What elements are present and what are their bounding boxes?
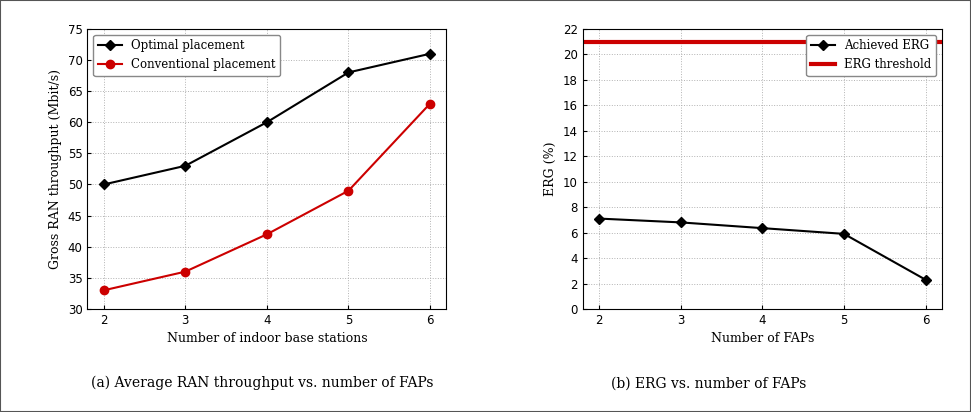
Achieved ERG: [756, 226, 768, 231]
Conventional placement: [343, 188, 354, 193]
Optimal placement: [98, 182, 110, 187]
X-axis label: Number of indoor base stations: Number of indoor base stations: [167, 332, 367, 345]
X-axis label: Number of FAPs: Number of FAPs: [711, 332, 814, 345]
Optimal placement: [180, 163, 191, 168]
Y-axis label: Gross RAN throughput (Mbit/s): Gross RAN throughput (Mbit/s): [50, 69, 62, 269]
Legend: Achieved ERG, ERG threshold: Achieved ERG, ERG threshold: [806, 35, 936, 76]
Text: (a) Average RAN throughput vs. number of FAPs: (a) Average RAN throughput vs. number of…: [91, 376, 433, 390]
Line: Conventional placement: Conventional placement: [100, 99, 434, 295]
Conventional placement: [98, 288, 110, 293]
Legend: Optimal placement, Conventional placement: Optimal placement, Conventional placemen…: [93, 35, 281, 76]
Conventional placement: [261, 232, 273, 237]
ERG threshold: [512, 39, 523, 44]
Achieved ERG: [675, 220, 686, 225]
Achieved ERG: [593, 216, 605, 221]
Optimal placement: [343, 70, 354, 75]
Conventional placement: [424, 101, 436, 106]
ERG threshold: [430, 39, 442, 44]
Text: (b) ERG vs. number of FAPs: (b) ERG vs. number of FAPs: [611, 376, 807, 390]
Y-axis label: ERG (%): ERG (%): [545, 142, 557, 196]
Line: Achieved ERG: Achieved ERG: [595, 215, 929, 283]
Optimal placement: [261, 120, 273, 125]
Line: Optimal placement: Optimal placement: [100, 50, 434, 188]
Conventional placement: [180, 269, 191, 274]
Optimal placement: [424, 51, 436, 56]
Achieved ERG: [838, 232, 850, 236]
Achieved ERG: [920, 277, 931, 282]
